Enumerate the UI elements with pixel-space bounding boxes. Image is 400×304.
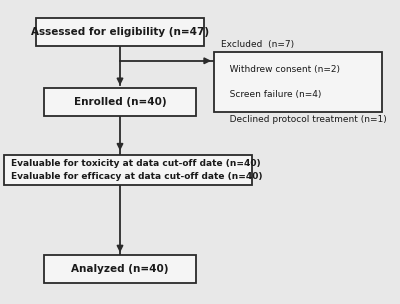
- Bar: [4, 155, 252, 185]
- Text: Enrolled (n=40): Enrolled (n=40): [74, 97, 166, 107]
- Text: Evaluable for toxicity at data cut-off date (n=40)
Evaluable for efficacy at dat: Evaluable for toxicity at data cut-off d…: [11, 160, 263, 181]
- Text: Assessed for eligibility (n=47): Assessed for eligibility (n=47): [31, 27, 209, 37]
- Text: Analyzed (n=40): Analyzed (n=40): [71, 264, 169, 274]
- Bar: [214, 53, 382, 112]
- Bar: [36, 18, 204, 46]
- Bar: [44, 88, 196, 116]
- Bar: [44, 255, 196, 283]
- Text: Excluded  (n=7)

   Withdrew consent (n=2)

   Screen failure (n=4)

   Declined: Excluded (n=7) Withdrew consent (n=2) Sc…: [221, 40, 387, 124]
